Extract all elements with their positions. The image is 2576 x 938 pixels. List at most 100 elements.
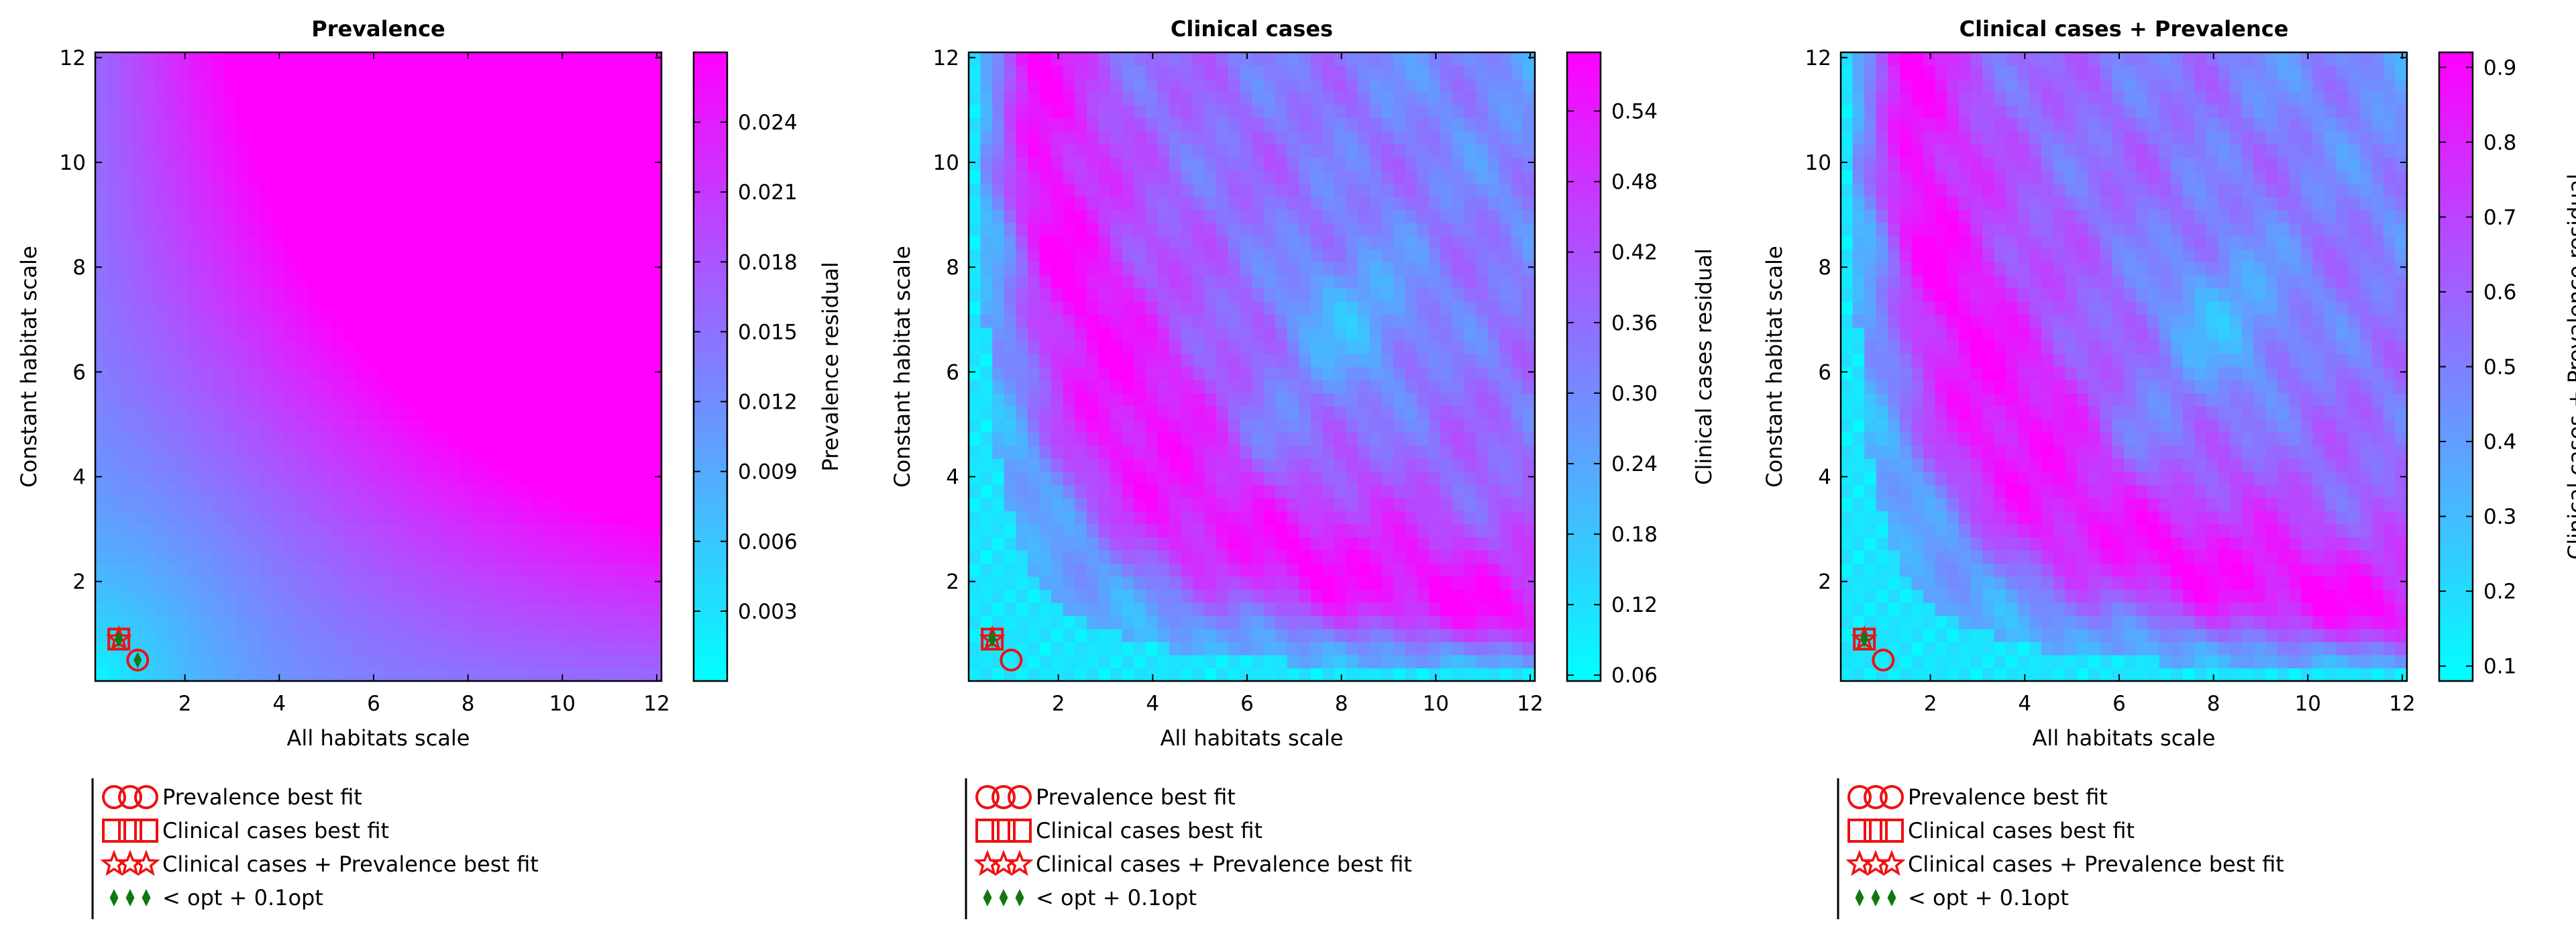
heatmap-cell: [637, 79, 651, 93]
heatmap-cell: [1204, 327, 1217, 342]
heatmap-cell: [614, 393, 627, 407]
heatmap-cell: [649, 79, 662, 93]
heatmap-cell: [531, 615, 544, 629]
heatmap-cell: [449, 589, 462, 603]
heatmap-cell: [969, 144, 981, 158]
heatmap-cell: [284, 248, 297, 262]
heatmap-cell: [578, 432, 592, 446]
heatmap-cell: [1511, 419, 1524, 433]
heatmap-cell: [1417, 340, 1430, 354]
colorbar-segment: [1567, 233, 1601, 242]
heatmap-cell: [1393, 236, 1406, 250]
heatmap-cell: [1417, 314, 1430, 328]
heatmap-cell: [331, 248, 343, 262]
heatmap-cell: [1086, 65, 1099, 79]
heatmap-cell: [520, 432, 533, 446]
heatmap-cell: [1322, 576, 1335, 590]
heatmap-cell: [260, 52, 273, 66]
heatmap-cell: [189, 248, 202, 262]
heatmap-cell: [413, 380, 426, 394]
heatmap-cell: [1134, 511, 1146, 525]
heatmap-cell: [119, 248, 131, 262]
heatmap-cell: [178, 196, 191, 210]
heatmap-cell: [1464, 393, 1477, 407]
heatmap-cell: [1075, 563, 1087, 577]
heatmap-cell: [1381, 641, 1394, 656]
heatmap-cell: [95, 589, 108, 603]
heatmap-cell: [354, 458, 368, 472]
heatmap-cell: [331, 144, 343, 158]
heatmap-cell: [378, 196, 391, 210]
heatmap-cell: [248, 105, 261, 119]
heatmap-cell: [1393, 419, 1406, 433]
heatmap-cell: [1063, 262, 1075, 276]
heatmap-cell: [508, 654, 521, 669]
heatmap-cell: [413, 327, 426, 342]
heatmap-cell: [1181, 301, 1193, 315]
heatmap-cell: [590, 183, 603, 197]
heatmap-cell: [378, 511, 391, 525]
heatmap-cell: [1310, 602, 1324, 616]
heatmap-cell: [1216, 380, 1229, 394]
heatmap-cell: [1476, 52, 1489, 66]
heatmap-cell: [1181, 117, 1193, 132]
heatmap-cell: [637, 628, 651, 643]
heatmap-cell: [331, 131, 343, 145]
heatmap-cell: [366, 248, 379, 262]
heatmap-cell: [1110, 654, 1123, 669]
heatmap-cell: [248, 79, 261, 93]
heatmap-cell: [567, 458, 580, 472]
heatmap-cell: [1346, 366, 1358, 380]
colorbar-segment: [694, 395, 727, 403]
heatmap-cell: [1428, 576, 1441, 590]
heatmap-cell: [1334, 301, 1347, 315]
heatmap-cell: [637, 668, 651, 682]
heatmap-cell: [496, 314, 509, 328]
heatmap-cell: [413, 628, 426, 643]
heatmap-cell: [626, 563, 639, 577]
heatmap-cell: [237, 236, 250, 250]
heatmap-cell: [508, 183, 521, 197]
heatmap-cell: [1393, 117, 1406, 132]
heatmap-cell: [484, 209, 497, 223]
heatmap-cell: [1428, 196, 1441, 210]
heatmap-cell: [1027, 563, 1040, 577]
heatmap-cell: [626, 131, 639, 145]
heatmap-cell: [1263, 406, 1276, 420]
heatmap-cell: [1263, 79, 1276, 93]
heatmap-cell: [602, 628, 615, 643]
heatmap-cell: [130, 65, 143, 79]
heatmap-cell: [1841, 432, 1854, 446]
heatmap-cell: [1039, 523, 1052, 537]
heatmap-cell: [508, 419, 521, 433]
heatmap-cell: [1181, 497, 1193, 511]
heatmap-cell: [178, 183, 191, 197]
heatmap-cell: [437, 288, 450, 302]
heatmap-cell: [1334, 550, 1347, 564]
heatmap-cell: [1169, 445, 1182, 459]
heatmap-cell: [284, 484, 297, 499]
heatmap-cell: [413, 196, 426, 210]
heatmap-cell: [119, 589, 131, 603]
heatmap-cell: [1346, 131, 1358, 145]
heatmap-cell: [980, 196, 993, 210]
colorbar-segment: [694, 331, 727, 340]
heatmap-cell: [626, 65, 639, 79]
heatmap-cell: [1287, 157, 1299, 171]
heatmap-cell: [1193, 288, 1205, 302]
heatmap-cell: [1063, 641, 1075, 656]
heatmap-cell: [1110, 523, 1123, 537]
heatmap-cell: [1110, 406, 1123, 420]
heatmap-cell: [1358, 628, 1371, 643]
heatmap-cell: [1464, 52, 1477, 66]
heatmap-cell: [555, 196, 568, 210]
heatmap-cell: [1145, 471, 1158, 485]
heatmap-cell: [1393, 301, 1406, 315]
heatmap-cell: [130, 550, 143, 564]
heatmap-cell: [543, 497, 556, 511]
heatmap-cell: [1334, 471, 1347, 485]
heatmap-cell: [1499, 380, 1512, 394]
colorbar-segment: [694, 59, 727, 67]
heatmap-cell: [402, 615, 415, 629]
heatmap-cell: [343, 654, 356, 669]
